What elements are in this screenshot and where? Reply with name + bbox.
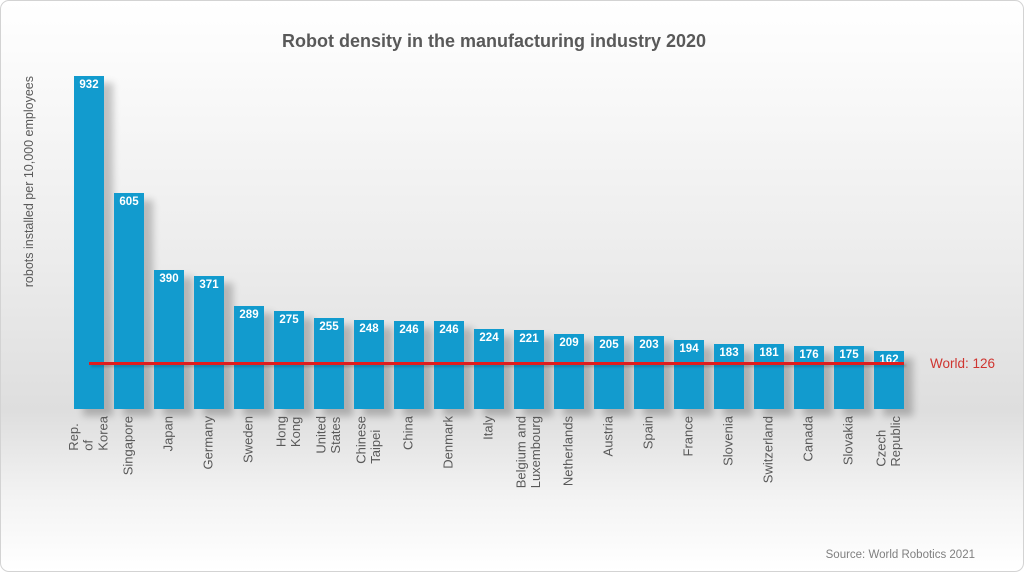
bar-column: 181 Switzerland (754, 76, 784, 483)
bar: 176 (794, 346, 824, 409)
chart-title: Robot density in the manufacturing indus… (281, 31, 707, 51)
x-axis-label: Netherlands (560, 416, 576, 487)
bar-column: 203 Spain (634, 76, 664, 449)
bar: 183 (714, 344, 744, 409)
x-axis-label: Japan (160, 416, 176, 452)
bar-column: 932 Rep. of Korea (66, 76, 110, 451)
bar-value-label: 605 (119, 196, 139, 208)
bar-column: 255 United States (313, 76, 344, 454)
x-axis-label: United States (313, 416, 343, 454)
x-axis-label: Sweden (240, 416, 256, 463)
bar-column: 205 Austria (594, 76, 624, 456)
bar: 175 (834, 346, 864, 409)
bar-value-label: 224 (479, 332, 499, 344)
bar-column: 209 Netherlands (554, 76, 584, 486)
x-axis-label: Spain (640, 416, 656, 450)
x-axis-label: China (400, 416, 416, 450)
bar-column: 246 China (394, 76, 424, 450)
bar-column: 162 Czech Republic (873, 76, 904, 467)
bar: 371 (194, 276, 224, 409)
bar: 224 (474, 329, 504, 409)
bar: 605 (114, 193, 144, 409)
bar-value-label: 289 (239, 309, 259, 321)
world-average-label: World: 126 (930, 356, 996, 371)
x-axis-label: Czech Republic (873, 415, 903, 467)
bar-value-label: 183 (719, 347, 739, 359)
bar: 203 (634, 336, 664, 409)
x-axis-label: Italy (480, 416, 496, 440)
x-axis-label: Denmark (440, 416, 456, 469)
x-axis-label: Chinese Taipei (353, 416, 383, 464)
bar-column: 371 Germany (194, 76, 224, 469)
bar: 162 (874, 351, 904, 409)
bar: 209 (554, 334, 584, 409)
world-average-line (89, 362, 904, 365)
bar: 932 (74, 76, 104, 409)
x-axis-label: Hong Kong (273, 416, 303, 448)
x-axis-label: Germany (200, 416, 216, 470)
x-axis-label: Slovenia (720, 416, 736, 466)
bar-column: 390 Japan (154, 76, 184, 451)
bar-value-label: 175 (839, 349, 859, 361)
bar-value-label: 371 (199, 279, 219, 291)
bar-column: 221 Belgium and Luxembourg (513, 76, 544, 488)
bar: 205 (594, 336, 624, 409)
plot-area: 932 Rep. of Korea 605 Singapore 390 Japan 371 G… (66, 76, 944, 488)
x-axis-label: Rep. of Korea (66, 415, 111, 451)
x-axis-label: Belgium and Luxembourg (513, 416, 543, 489)
y-axis-label: robots installed per 10,000 employees (22, 76, 36, 288)
bar-value-label: 176 (799, 349, 819, 361)
x-axis-label: Slovakia (840, 416, 856, 466)
x-axis-label: France (680, 416, 696, 457)
bar-value-label: 248 (359, 323, 379, 335)
bar-column: 248 Chinese Taipei (353, 76, 384, 464)
x-axis-label: Switzerland (760, 416, 776, 484)
bar-column: 183 Slovenia (714, 76, 744, 466)
bar: 275 (274, 311, 304, 409)
bar-column: 194 France (674, 76, 704, 456)
bar-value-label: 932 (79, 79, 99, 91)
source-note: Source: World Robotics 2021 (825, 549, 975, 561)
x-axis-label: Austria (600, 416, 616, 457)
bar-value-label: 221 (519, 333, 539, 345)
bar-column: 605 Singapore (114, 76, 144, 475)
bar-value-label: 209 (559, 337, 579, 349)
bar-column: 224 Italy (474, 76, 504, 440)
bar: 289 (234, 306, 264, 409)
bar-column: 246 Denmark (434, 76, 464, 469)
x-axis-label: Canada (800, 416, 816, 462)
bar: 246 (394, 321, 424, 409)
bar-value-label: 275 (279, 314, 299, 326)
bar-column: 289 Sweden (234, 76, 264, 463)
bar-value-label: 194 (679, 343, 699, 355)
bar-column: 175 Slovakia (834, 76, 864, 465)
bar-value-label: 246 (399, 324, 419, 336)
bar-value-label: 390 (159, 273, 179, 285)
bar: 390 (154, 270, 184, 409)
bar-value-label: 205 (599, 339, 619, 351)
x-axis-label: Singapore (120, 416, 136, 476)
bar: 221 (514, 330, 544, 409)
bar-value-label: 246 (439, 324, 459, 336)
bar: 194 (674, 340, 704, 409)
bar-value-label: 181 (759, 347, 779, 359)
bar-column: 176 Canada (794, 76, 824, 462)
bar-column: 275 Hong Kong (273, 76, 304, 447)
bar-value-label: 255 (319, 321, 339, 333)
bar: 246 (434, 321, 464, 409)
bar: 181 (754, 344, 784, 409)
bar-value-label: 203 (639, 339, 659, 351)
